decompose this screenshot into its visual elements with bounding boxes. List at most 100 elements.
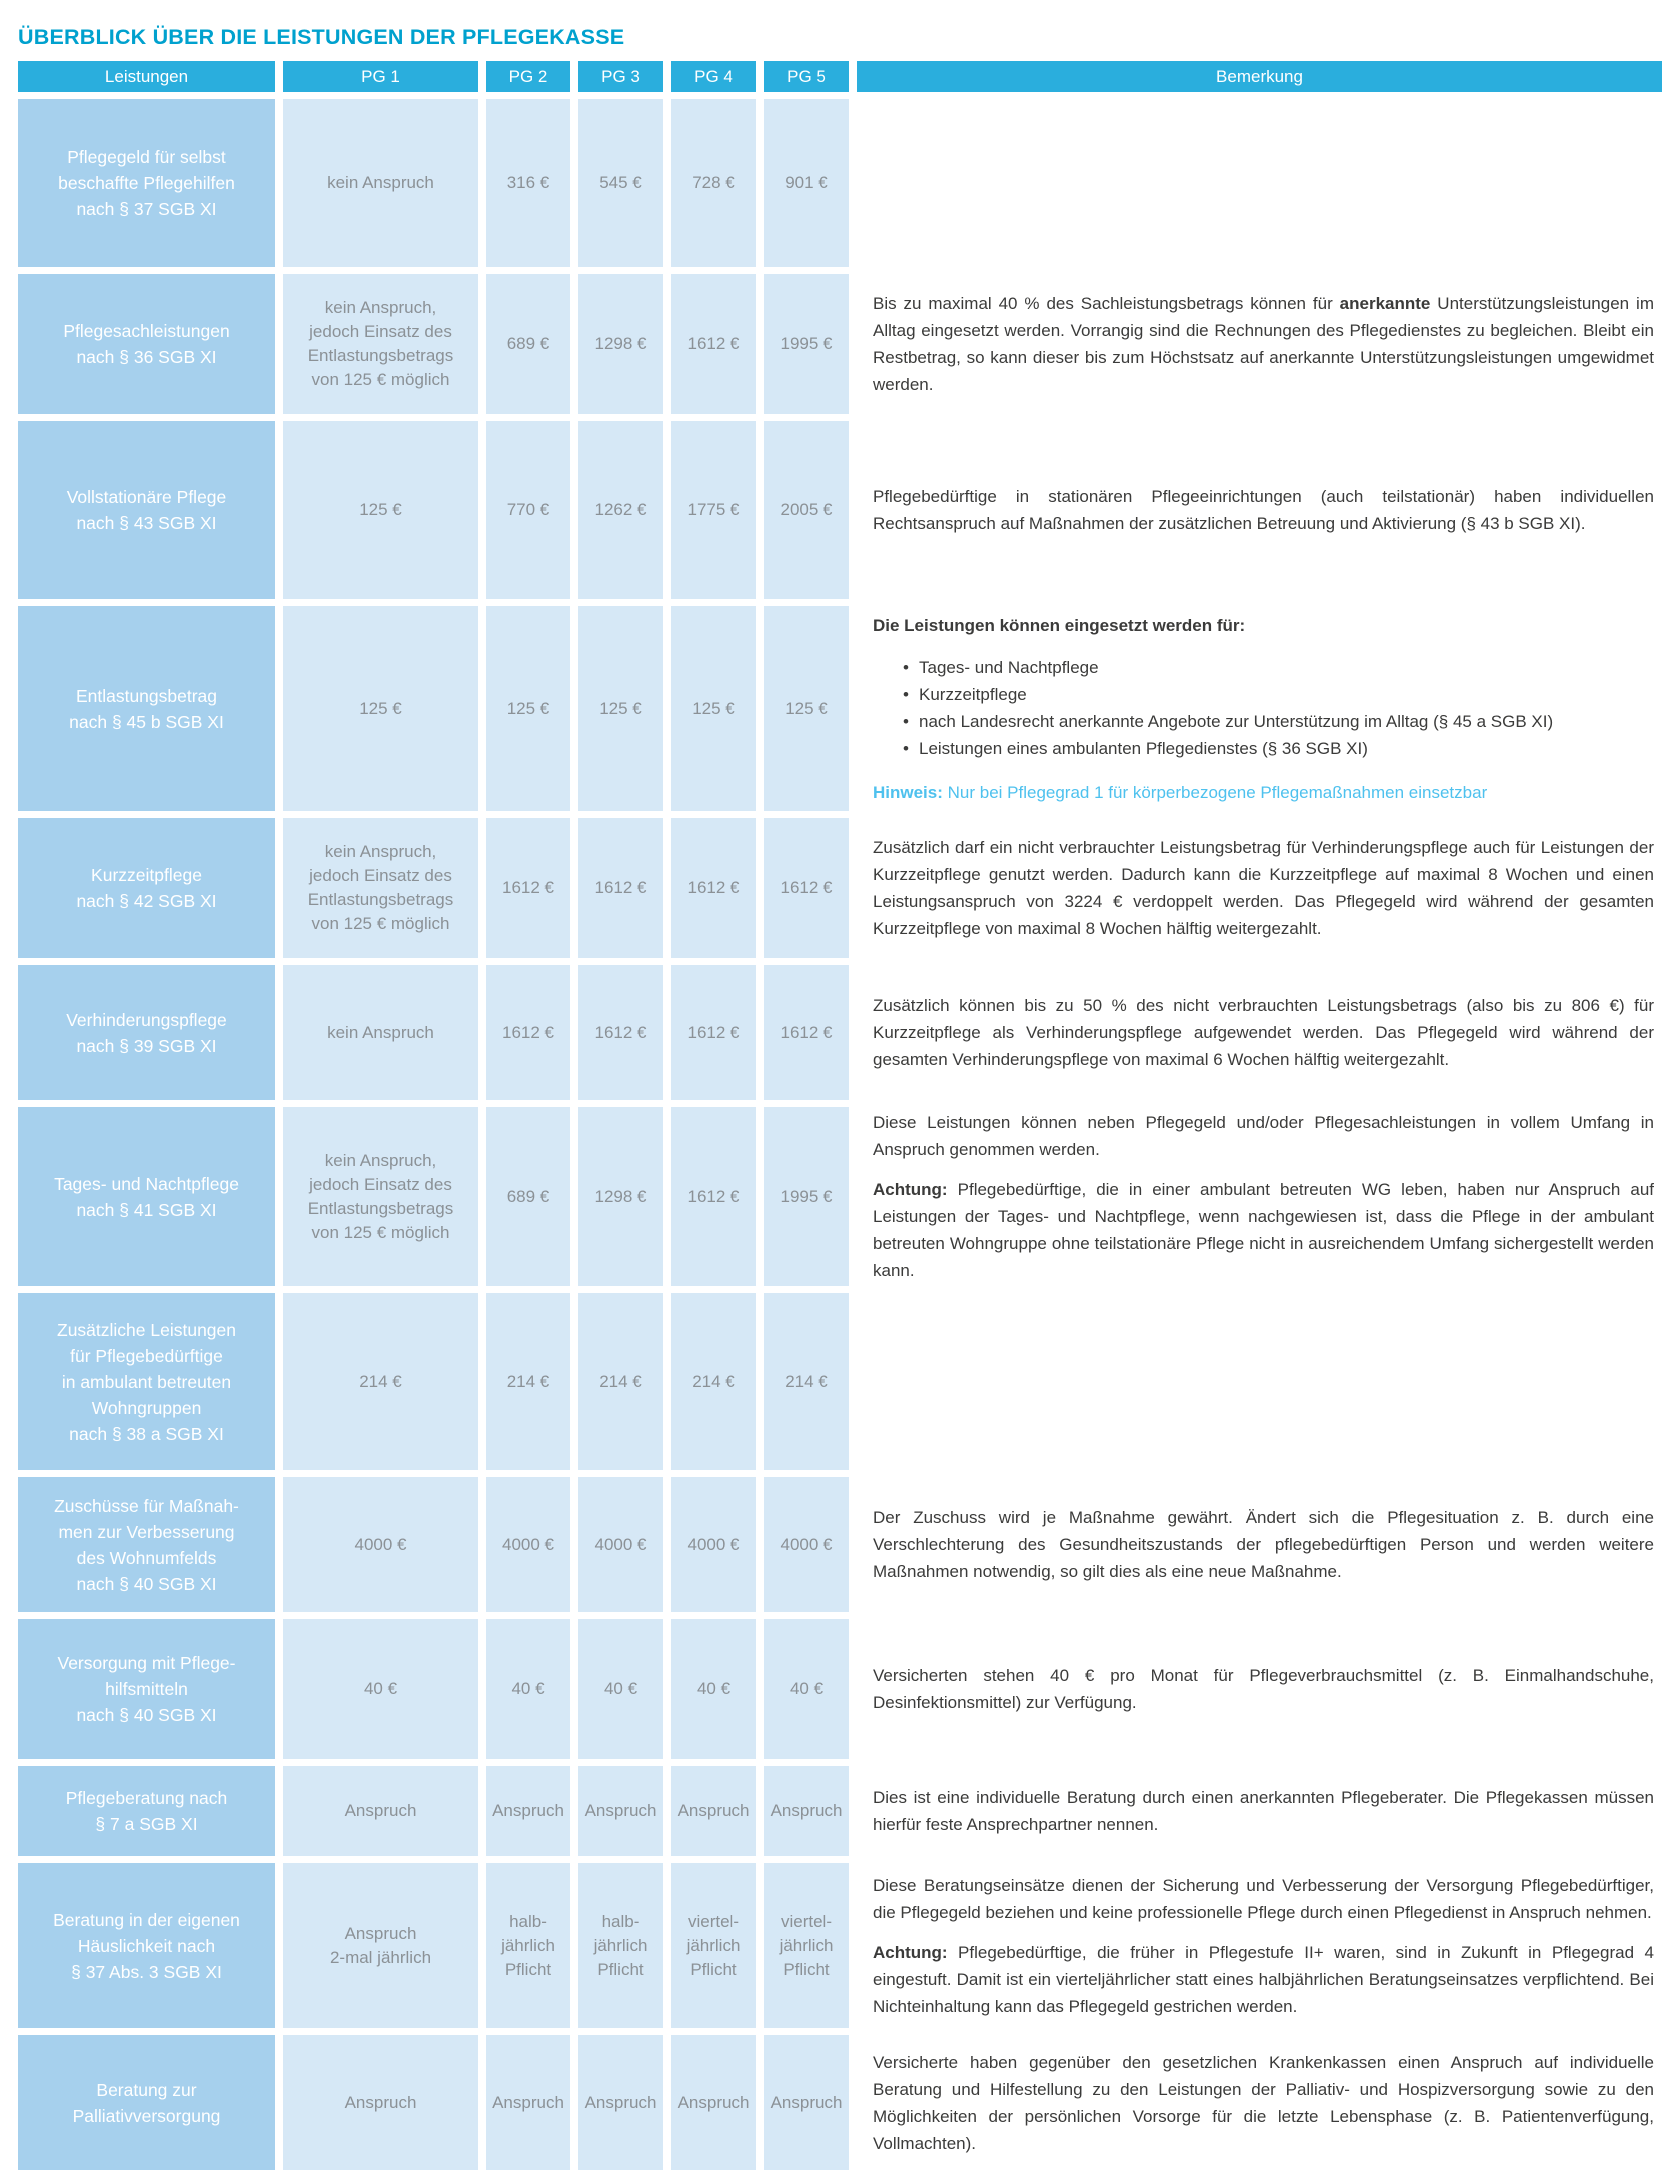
pg-value-cell: 1612 € <box>486 818 570 958</box>
pg-value-cell: kein Anspruch, jedoch Einsatz des Entlas… <box>283 274 478 414</box>
benefit-label-cell: Kurzzeitpflege nach § 42 SGB XI <box>18 818 275 958</box>
bullet-dot: • <box>903 738 909 758</box>
pg-value-cell: 1612 € <box>764 965 849 1100</box>
bullet-item: • Leistungen eines ambulanten Pflegediens… <box>873 735 1654 762</box>
pg-value-cell: 125 € <box>578 606 663 811</box>
pg-value-cell: 214 € <box>486 1293 570 1470</box>
pg-value-cell: Anspruch <box>283 2035 478 2170</box>
page-title: ÜBERBLICK ÜBER DIE LEISTUNGEN DER PFLEGE… <box>18 25 625 49</box>
table-row: Entlastungsbetrag nach § 45 b SGB XI 125 … <box>18 606 1662 811</box>
remark-paragraph: Der Zuschuss wird je Maßnahme gewährt. Ä… <box>873 1508 1654 1581</box>
pg-value-cell: 1995 € <box>764 1107 849 1286</box>
table-row: Beratung in der eigenen Häuslichkeit nac… <box>18 1863 1662 2028</box>
table-row: Verhinderungspflege nach § 39 SGB XI kein… <box>18 965 1662 1100</box>
table-row: Zuschüsse für Maßnah- men zur Verbesseru… <box>18 1477 1662 1612</box>
pg-value-cell: 1298 € <box>578 274 663 414</box>
pg-value-cell: Anspruch <box>486 1766 570 1856</box>
table-row: Tages- und Nachtpflege nach § 41 SGB XI k… <box>18 1107 1662 1286</box>
pg-value-cell: Anspruch <box>486 2035 570 2170</box>
benefit-label-cell: Pflegeberatung nach § 7 a SGB XI <box>18 1766 275 1856</box>
pg-value-cell: 545 € <box>578 99 663 267</box>
pg-value-cell: 40 € <box>283 1619 478 1759</box>
pg-value-cell: Anspruch 2-mal jährlich <box>283 1863 478 2028</box>
remark-cell: Dies ist eine individuelle Beratung durc… <box>857 1766 1662 1856</box>
pg-value-cell: kein Anspruch <box>283 99 478 267</box>
remark-paragraph: Zusätzlich können bis zu 50 % des nicht … <box>873 996 1654 1069</box>
pg-value-cell: Anspruch <box>764 1766 849 1856</box>
remark-paragraph: Achtung: Pflegebedürftige, die früher in… <box>873 1942 1654 2016</box>
table-row: Pflegesachleistungen nach § 36 SGB XI kei… <box>18 274 1662 414</box>
remark-cell: Pflegebedürftige in stationären Pflegeei… <box>857 421 1662 599</box>
pg-value-cell: kein Anspruch, jedoch Einsatz des Entlas… <box>283 1107 478 1286</box>
pg-value-cell: 4000 € <box>764 1477 849 1612</box>
pg-value-cell: 125 € <box>283 421 478 599</box>
benefit-label-cell: Beratung zur Palliativversorgung <box>18 2035 275 2170</box>
bullet-text: Tages- und Nachtpflege <box>919 657 1099 677</box>
benefit-label-cell: Entlastungsbetrag nach § 45 b SGB XI <box>18 606 275 811</box>
pg-value-cell: 214 € <box>578 1293 663 1470</box>
pg-value-cell: 4000 € <box>671 1477 756 1612</box>
table-row: Beratung zur Palliativversorgung Anspruch… <box>18 2035 1662 2170</box>
bullet-item: • Kurzzeitpflege <box>873 681 1654 708</box>
remark-cell: Der Zuschuss wird je Maßnahme gewährt. Ä… <box>857 1477 1662 1612</box>
pg-value-cell: 125 € <box>486 606 570 811</box>
benefit-label-cell: Zusätzliche Leistungen für Pflegebedürft… <box>18 1293 275 1470</box>
remark-paragraph: Versicherten stehen 40 € pro Monat für P… <box>873 1666 1654 1712</box>
benefit-label-cell: Tages- und Nachtpflege nach § 41 SGB XI <box>18 1107 275 1286</box>
pg-value-cell: 40 € <box>764 1619 849 1759</box>
benefit-label-cell: Vollstationäre Pflege nach § 43 SGB XI <box>18 421 275 599</box>
remark-cell <box>857 1293 1662 1470</box>
column-header-leistungen: Leistungen <box>18 61 275 92</box>
pg-value-cell: 689 € <box>486 1107 570 1286</box>
bullet-text: Kurzzeitpflege <box>919 684 1027 704</box>
pg-value-cell: 40 € <box>671 1619 756 1759</box>
remark-cell <box>857 99 1662 267</box>
pg-value-cell: halb- jährlich Pflicht <box>486 1863 570 2028</box>
remark-paragraph: Pflegebedürftige in stationären Pflegeei… <box>873 487 1654 533</box>
pg-value-cell: kein Anspruch <box>283 965 478 1100</box>
remark-paragraph: Die Leistungen können eingesetzt werden … <box>873 615 1246 635</box>
bullet-item: • Tages- und Nachtpflege <box>873 654 1654 681</box>
column-header-pg3: PG 3 <box>578 61 663 92</box>
pg-value-cell: Anspruch <box>671 2035 756 2170</box>
pg-value-cell: 40 € <box>486 1619 570 1759</box>
pg-value-cell: 125 € <box>283 606 478 811</box>
pg-value-cell: 214 € <box>764 1293 849 1470</box>
pg-value-cell: Anspruch <box>283 1766 478 1856</box>
pg-value-cell: 1262 € <box>578 421 663 599</box>
remark-paragraph: Achtung: Pflegebedürftige, die in einer … <box>873 1180 1654 1280</box>
pg-value-cell: 316 € <box>486 99 570 267</box>
benefit-label-cell: Zuschüsse für Maßnah- men zur Verbesseru… <box>18 1477 275 1612</box>
pg-value-cell: 1775 € <box>671 421 756 599</box>
remark-paragraph: Bis zu maximal 40 % des Sachleistungsbet… <box>873 294 1654 394</box>
pg-value-cell: halb- jährlich Pflicht <box>578 1863 663 2028</box>
column-header-pg5: PG 5 <box>764 61 849 92</box>
remark-paragraph: Zusätzlich darf ein nicht verbrauchter L… <box>873 838 1654 938</box>
bullet-text: Leistungen eines ambulanten Pflegedienst… <box>919 738 1368 758</box>
benefit-label-cell: Versorgung mit Pflege- hilfsmitteln nach… <box>18 1619 275 1759</box>
bullet-text: nach Landesrecht anerkannte Angebote zur… <box>919 711 1554 731</box>
pg-value-cell: 770 € <box>486 421 570 599</box>
remark-cell: Versicherte haben gegenüber den gesetzli… <box>857 2035 1662 2170</box>
benefit-label-cell: Pflegegeld für selbst beschaffte Pflegeh… <box>18 99 275 267</box>
remark-paragraph: Hinweis: Nur bei Pflegegrad 1 für körper… <box>873 782 1488 802</box>
benefit-label-cell: Verhinderungspflege nach § 39 SGB XI <box>18 965 275 1100</box>
benefit-label-cell: Pflegesachleistungen nach § 36 SGB XI <box>18 274 275 414</box>
pg-value-cell: 214 € <box>283 1293 478 1470</box>
bullet-dot: • <box>903 657 909 677</box>
pg-value-cell: 4000 € <box>578 1477 663 1612</box>
pg-value-cell: 1612 € <box>671 1107 756 1286</box>
pg-value-cell: 689 € <box>486 274 570 414</box>
pg-value-cell: 1612 € <box>764 818 849 958</box>
remark-cell: Die Leistungen können eingesetzt werden … <box>857 606 1662 811</box>
pg-value-cell: Anspruch <box>578 2035 663 2170</box>
benefit-label-cell: Beratung in der eigenen Häuslichkeit nac… <box>18 1863 275 2028</box>
pg-value-cell: 4000 € <box>283 1477 478 1612</box>
table-row: Kurzzeitpflege nach § 42 SGB XI kein Ansp… <box>18 818 1662 958</box>
pg-value-cell: 125 € <box>671 606 756 811</box>
table-row: Vollstationäre Pflege nach § 43 SGB XI 12… <box>18 421 1662 599</box>
pg-value-cell: Anspruch <box>671 1766 756 1856</box>
remark-paragraph: Diese Leistungen können neben Pflegegeld… <box>873 1113 1654 1159</box>
page: ÜBERBLICK ÜBER DIE LEISTUNGEN DER PFLEGE… <box>0 25 1680 2177</box>
pg-value-cell: 1612 € <box>671 818 756 958</box>
